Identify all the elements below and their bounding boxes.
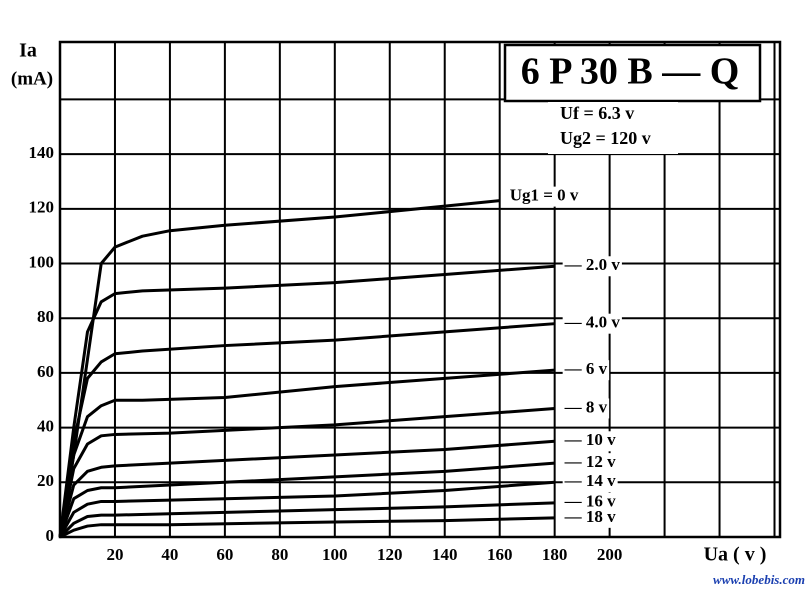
legend-bg bbox=[562, 313, 622, 334]
legend-label: — 18 v bbox=[564, 507, 617, 526]
legend-bg bbox=[562, 507, 618, 528]
x-tick-label: 100 bbox=[322, 545, 348, 564]
legend-bg bbox=[507, 186, 581, 207]
y-axis-label: Ia bbox=[19, 40, 37, 62]
curve bbox=[58, 461, 555, 538]
legend-bg bbox=[562, 256, 622, 277]
legend-label: Ug1 = 0 v bbox=[510, 186, 579, 205]
curve bbox=[59, 516, 555, 539]
legend-bg bbox=[562, 360, 610, 381]
legend-label: — 8 v bbox=[564, 397, 608, 416]
y-tick-label: 120 bbox=[29, 198, 55, 217]
x-tick-label: 80 bbox=[271, 545, 288, 564]
curve bbox=[58, 439, 555, 538]
y-tick-label: 40 bbox=[37, 417, 54, 436]
legend-label: — 2.0 v bbox=[564, 255, 621, 274]
x-tick-label: 40 bbox=[161, 545, 178, 564]
curve bbox=[58, 322, 555, 538]
annotation-bg bbox=[548, 102, 678, 154]
legend-bg bbox=[562, 453, 618, 474]
legend-label: — 16 v bbox=[564, 492, 617, 511]
x-tick-label: 120 bbox=[377, 545, 403, 564]
legend-bg bbox=[562, 398, 610, 419]
x-tick-label: 20 bbox=[106, 545, 123, 564]
annotation: Ug2 = 120 v bbox=[560, 128, 651, 148]
chart-title: 6 P 30 B — Q bbox=[521, 51, 740, 93]
legend-bg bbox=[562, 431, 618, 452]
legend-label: — 6 v bbox=[564, 359, 608, 378]
curve bbox=[58, 368, 555, 538]
x-tick-label: 60 bbox=[216, 545, 233, 564]
y-tick-label: 60 bbox=[37, 362, 54, 381]
x-axis-label: Ua ( v ) bbox=[704, 544, 767, 566]
legend-label: — 12 v bbox=[564, 452, 617, 471]
legend-label: — 4.0 v bbox=[564, 313, 621, 332]
x-tick-label: 180 bbox=[542, 545, 568, 564]
legend-label: — 14 v bbox=[564, 471, 617, 490]
legend-bg bbox=[562, 472, 618, 493]
y-tick-label: 20 bbox=[37, 471, 54, 490]
watermark: www.lobebis.com bbox=[713, 572, 805, 587]
x-tick-label: 160 bbox=[487, 545, 513, 564]
curve bbox=[58, 264, 555, 538]
x-tick-label: 200 bbox=[597, 545, 623, 564]
curve bbox=[58, 480, 555, 538]
y-tick-label: 80 bbox=[37, 307, 54, 326]
curve bbox=[58, 199, 500, 538]
frame bbox=[58, 40, 782, 539]
y-axis-label: (mA) bbox=[11, 68, 53, 89]
title-box bbox=[503, 43, 762, 103]
y-tick-label: 0 bbox=[46, 526, 55, 545]
legend-label: — 10 v bbox=[564, 430, 617, 449]
curve bbox=[58, 406, 555, 538]
y-tick-label: 100 bbox=[29, 252, 55, 271]
y-tick-label: 140 bbox=[29, 143, 55, 162]
x-tick-label: 140 bbox=[432, 545, 458, 564]
curve bbox=[58, 501, 555, 539]
legend-bg bbox=[562, 492, 618, 513]
annotation: Uf = 6.3 v bbox=[560, 103, 634, 123]
